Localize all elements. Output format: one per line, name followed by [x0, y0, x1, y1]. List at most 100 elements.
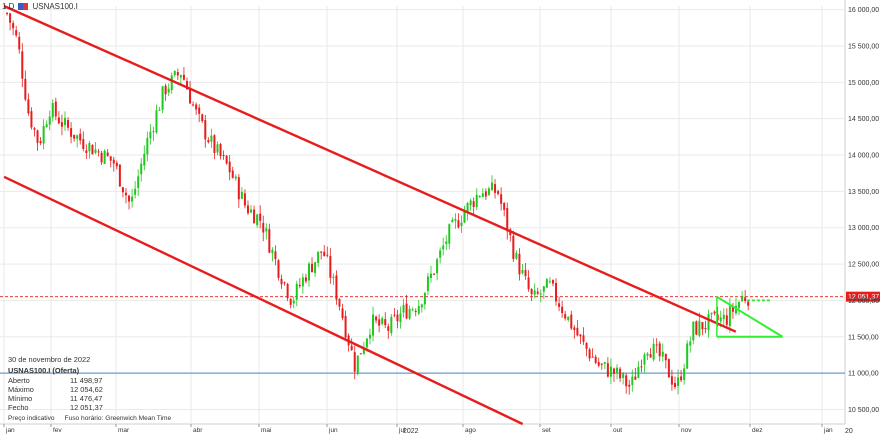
x-tick-label: jan: [823, 427, 833, 434]
candle-down: [289, 298, 292, 305]
x-tick-label: abr: [193, 427, 203, 434]
candle-down: [597, 362, 600, 366]
candle-down: [634, 376, 637, 380]
candle-down: [564, 314, 567, 319]
candle-up: [179, 75, 182, 78]
candle-up: [707, 314, 710, 331]
candle-up: [134, 188, 137, 195]
footer-timezone: Fuso horário: Greenwich Mean Time: [64, 414, 172, 422]
candle-up: [271, 249, 274, 254]
candle-down: [396, 314, 399, 322]
candle-down: [375, 316, 378, 321]
candle-up: [692, 321, 695, 341]
info-value: 11 476,47: [70, 394, 103, 404]
y-tick-label: 15 000,00: [848, 80, 879, 87]
candle-down: [27, 99, 30, 114]
candle-up: [390, 316, 393, 334]
info-value: 11 498,97: [70, 375, 103, 385]
candle-down: [100, 152, 103, 163]
candle-down: [713, 311, 716, 314]
candle-up: [646, 353, 649, 356]
candle-down: [695, 321, 698, 335]
candle-up: [631, 376, 634, 385]
candle-down: [527, 277, 530, 290]
candle-down: [204, 120, 207, 140]
candle-up: [741, 295, 744, 302]
info-label: Fecho: [8, 403, 29, 413]
candle-down: [350, 345, 353, 351]
x-year-label-next: 20: [845, 428, 853, 435]
candle-down: [433, 273, 436, 275]
candle-down: [57, 117, 60, 124]
candle-down: [579, 334, 582, 337]
candle-up: [399, 313, 402, 323]
info-value: 12 051,37: [70, 403, 103, 413]
last-price-label: 12 051,37: [848, 294, 879, 301]
candle-up: [533, 290, 536, 295]
candle-up: [210, 135, 213, 142]
candle-up: [439, 250, 442, 258]
candle-down: [6, 13, 9, 15]
candle-up: [475, 194, 478, 207]
candle-down: [189, 88, 192, 104]
candle-up: [545, 279, 548, 288]
candle-up: [515, 253, 518, 259]
candle-up: [161, 86, 164, 110]
candle-down: [673, 382, 676, 388]
x-tick-label: set: [542, 427, 551, 434]
candle-up: [265, 228, 268, 232]
candle-down: [73, 134, 76, 139]
candle-up: [469, 200, 472, 206]
candle-up: [487, 188, 490, 195]
candle-down: [60, 122, 63, 127]
candle-down: [326, 254, 329, 256]
candle-up: [158, 109, 161, 111]
candle-down: [414, 310, 417, 312]
candle-down: [329, 256, 332, 278]
candle-up: [307, 263, 310, 281]
candle-down: [311, 263, 314, 273]
info-label: Aberto: [8, 375, 30, 385]
channel-upper-line: [3, 4, 737, 333]
last-price-tag: [846, 291, 880, 302]
info-value: 12 054,62: [70, 384, 103, 394]
y-tick-label: 15 500,00: [848, 43, 879, 50]
candle-down: [109, 156, 112, 161]
candle-up: [76, 135, 79, 139]
flag-icon: [18, 3, 29, 10]
y-tick-label: 11 000,00: [848, 371, 879, 378]
candle-down: [558, 303, 561, 307]
candle-up: [417, 305, 420, 314]
candle-down: [79, 133, 82, 141]
candle-down: [387, 326, 390, 331]
candle-up: [661, 351, 664, 357]
candle-up: [137, 176, 140, 188]
candle-down: [268, 229, 271, 253]
candle-up: [698, 320, 701, 336]
candle-up: [152, 130, 155, 133]
candle-down: [570, 314, 573, 329]
candle-down: [506, 208, 509, 232]
candle-down: [12, 23, 15, 29]
candle-up: [478, 196, 481, 198]
candle-up: [170, 75, 173, 91]
candle-down: [243, 193, 246, 206]
timeframe-label[interactable]: 1 D: [2, 2, 15, 11]
candle-down: [384, 319, 387, 326]
candle-down: [600, 363, 603, 365]
candle-down: [725, 315, 728, 325]
symbol-label[interactable]: USNAS100.I: [32, 2, 78, 11]
candle-up: [45, 124, 48, 128]
candle-down: [21, 51, 24, 79]
candle-up: [103, 150, 106, 165]
candle-up: [408, 308, 411, 319]
info-panel: 30 de novembro de 2022 USNAS100.I (Ofert…: [8, 355, 171, 423]
candle-up: [466, 203, 469, 214]
candle-down: [33, 128, 36, 130]
info-row-high: Máximo 12 054,62: [8, 385, 171, 394]
candle-up: [292, 300, 295, 304]
candle-up: [240, 191, 243, 199]
candle-down: [619, 368, 622, 379]
channel-lower-line: [3, 175, 524, 426]
